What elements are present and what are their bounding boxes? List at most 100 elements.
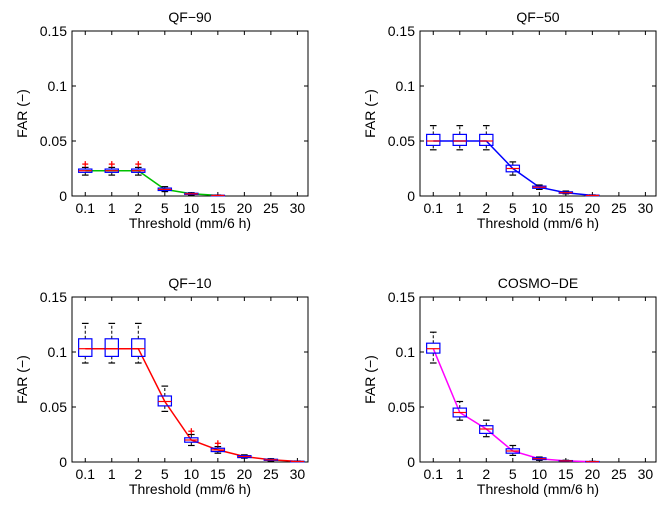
y-tick-label: 0.1 bbox=[396, 78, 416, 94]
x-tick-label: 10 bbox=[184, 466, 200, 482]
box-8 bbox=[290, 460, 305, 463]
box-7 bbox=[263, 458, 279, 462]
median-series-line bbox=[85, 169, 218, 197]
x-tick-label: 1 bbox=[456, 466, 464, 482]
box-0 bbox=[426, 124, 441, 151]
x-tick-label: 1 bbox=[108, 466, 116, 482]
box-2 bbox=[131, 161, 146, 176]
x-tick-label: 30 bbox=[290, 466, 306, 482]
x-tick-label: 2 bbox=[134, 200, 142, 216]
x-tick-label: 25 bbox=[611, 200, 627, 216]
box-6 bbox=[585, 460, 600, 463]
y-tick-label: 0 bbox=[407, 188, 415, 204]
y-tick-label: 0.1 bbox=[48, 344, 68, 360]
box-4 bbox=[184, 192, 199, 196]
x-tick-label: 5 bbox=[509, 200, 517, 216]
box-5 bbox=[558, 190, 574, 195]
box-6 bbox=[237, 454, 252, 459]
iqr-box bbox=[104, 338, 120, 357]
x-tick-label: 10 bbox=[184, 200, 200, 216]
x-tick-label: 2 bbox=[482, 200, 490, 216]
box-3 bbox=[157, 186, 173, 193]
x-tick-label: 20 bbox=[237, 466, 253, 482]
box-5 bbox=[210, 194, 226, 197]
y-tick-label: 0 bbox=[59, 454, 67, 470]
iqr-box bbox=[131, 338, 146, 357]
plot-area-frame bbox=[71, 30, 309, 197]
x-axis-label: Threshold (mm/6 h) bbox=[477, 215, 599, 231]
y-tick-label: 0.05 bbox=[40, 399, 67, 415]
y-axis-label: FAR (−) bbox=[362, 89, 378, 138]
y-axis-label: FAR (−) bbox=[14, 355, 30, 404]
y-tick-label: 0.15 bbox=[40, 289, 67, 305]
x-tick-label: 2 bbox=[134, 466, 142, 482]
x-tick-label: 0.1 bbox=[76, 200, 96, 216]
x-tick-label: 15 bbox=[210, 466, 226, 482]
x-axis-label: Threshold (mm/6 h) bbox=[129, 215, 251, 231]
y-axis-label: FAR (−) bbox=[362, 355, 378, 404]
iqr-box bbox=[452, 133, 468, 146]
x-tick-label: 30 bbox=[638, 466, 654, 482]
box-3 bbox=[505, 444, 521, 456]
x-tick-label: 1 bbox=[456, 200, 464, 216]
iqr-box bbox=[479, 133, 494, 146]
x-tick-label: 25 bbox=[263, 466, 279, 482]
x-tick-label: 0.1 bbox=[76, 466, 96, 482]
x-tick-label: 0.1 bbox=[424, 200, 444, 216]
y-tick-label: 0.15 bbox=[388, 23, 415, 39]
chart-title: COSMO−DE bbox=[498, 275, 579, 291]
x-tick-label: 2 bbox=[482, 466, 490, 482]
box-0 bbox=[78, 322, 93, 364]
x-tick-label: 20 bbox=[237, 200, 253, 216]
box-1 bbox=[104, 322, 120, 364]
box-4 bbox=[532, 184, 547, 190]
y-tick-label: 0.05 bbox=[388, 133, 415, 149]
x-tick-label: 15 bbox=[558, 200, 574, 216]
box-4 bbox=[184, 428, 199, 447]
box-5 bbox=[558, 459, 574, 463]
x-tick-label: 1 bbox=[108, 200, 116, 216]
iqr-box bbox=[426, 133, 441, 146]
x-tick-label: 20 bbox=[585, 200, 601, 216]
x-tick-label: 5 bbox=[161, 466, 169, 482]
x-tick-label: 30 bbox=[638, 200, 654, 216]
x-tick-label: 0.1 bbox=[424, 466, 444, 482]
x-axis-label: Threshold (mm/6 h) bbox=[129, 481, 251, 497]
x-tick-label: 30 bbox=[290, 200, 306, 216]
box-0 bbox=[78, 161, 93, 176]
box-3 bbox=[505, 161, 521, 176]
box-4 bbox=[532, 456, 547, 461]
box-1 bbox=[104, 161, 120, 176]
plot-area-frame bbox=[419, 30, 657, 197]
x-tick-label: 20 bbox=[585, 466, 601, 482]
x-tick-label: 5 bbox=[509, 466, 517, 482]
box-5 bbox=[210, 440, 226, 454]
y-tick-label: 0 bbox=[407, 454, 415, 470]
chart-title: QF−90 bbox=[168, 9, 211, 25]
y-tick-label: 0.1 bbox=[396, 344, 416, 360]
iqr-box bbox=[78, 338, 93, 357]
median-series-line bbox=[432, 348, 593, 463]
x-tick-label: 10 bbox=[532, 200, 548, 216]
x-tick-label: 25 bbox=[263, 200, 279, 216]
x-tick-label: 10 bbox=[532, 466, 548, 482]
x-tick-label: 25 bbox=[611, 466, 627, 482]
y-axis-label: FAR (−) bbox=[14, 89, 30, 138]
y-tick-label: 0.15 bbox=[388, 289, 415, 305]
y-tick-label: 0.05 bbox=[388, 399, 415, 415]
x-tick-label: 15 bbox=[558, 466, 574, 482]
y-tick-label: 0.15 bbox=[40, 23, 67, 39]
chart-title: QF−10 bbox=[168, 275, 211, 291]
x-tick-label: 5 bbox=[161, 200, 169, 216]
plot-area-frame bbox=[71, 296, 309, 463]
box-1 bbox=[452, 400, 468, 421]
box-2 bbox=[479, 124, 494, 151]
y-tick-label: 0.05 bbox=[40, 133, 67, 149]
plot-area-frame bbox=[419, 296, 657, 463]
box-0 bbox=[426, 331, 441, 364]
